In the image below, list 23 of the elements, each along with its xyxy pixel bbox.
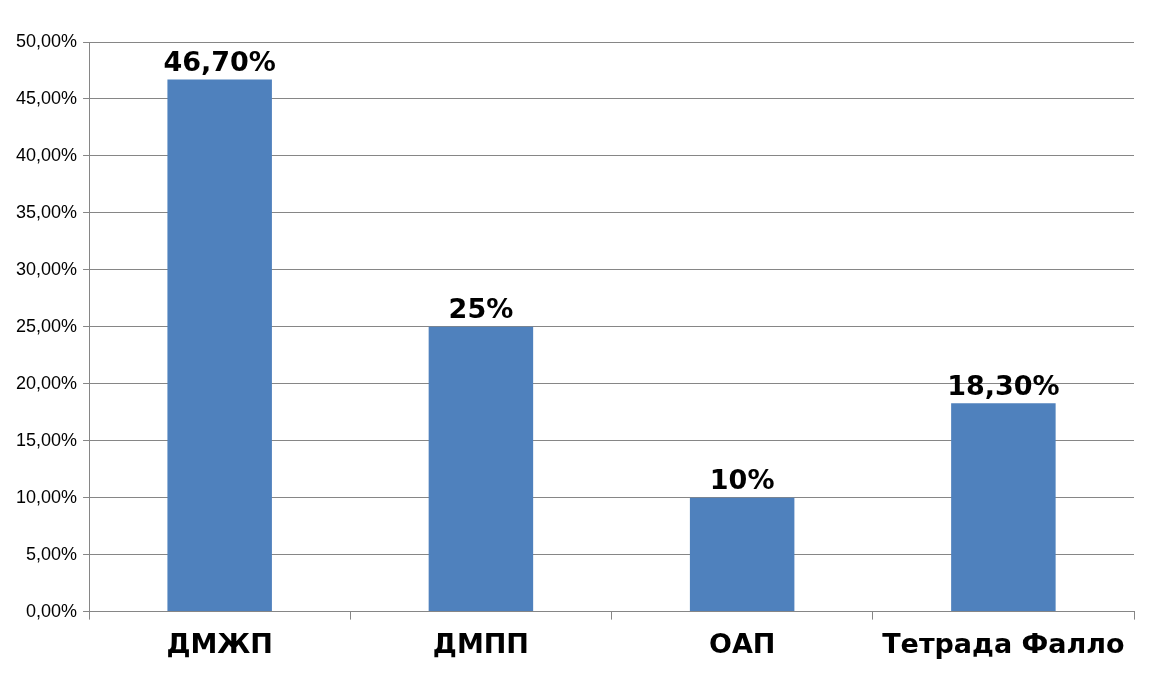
x-tick-label: ОАП: [708, 627, 776, 659]
bar: [951, 403, 1056, 612]
y-tick-label: 0,00%: [26, 600, 78, 621]
bar: [689, 497, 795, 612]
y-tick-label: 45,00%: [15, 87, 78, 108]
bar: [167, 79, 272, 612]
y-tick-label: 25,00%: [15, 315, 78, 336]
bar: [428, 326, 534, 612]
y-tick-label: 5,00%: [26, 543, 78, 564]
x-tick-label: Тетрада Фалло: [882, 627, 1125, 659]
y-tick-label: 30,00%: [15, 258, 78, 279]
y-tick-label: 40,00%: [15, 144, 78, 165]
x-tick-label: ДМЖП: [166, 627, 273, 659]
x-tick-label: ДМПП: [432, 627, 529, 659]
y-tick-label: 20,00%: [15, 372, 78, 393]
data-label: 46,70%: [163, 46, 276, 78]
y-tick-label: 15,00%: [15, 429, 78, 450]
y-tick-label: 35,00%: [15, 201, 78, 222]
data-label: 10%: [709, 464, 775, 496]
data-label: 25%: [448, 293, 514, 325]
y-tick-label: 10,00%: [15, 486, 78, 507]
data-label: 18,30%: [947, 369, 1060, 401]
y-tick-label: 50,00%: [15, 30, 78, 51]
